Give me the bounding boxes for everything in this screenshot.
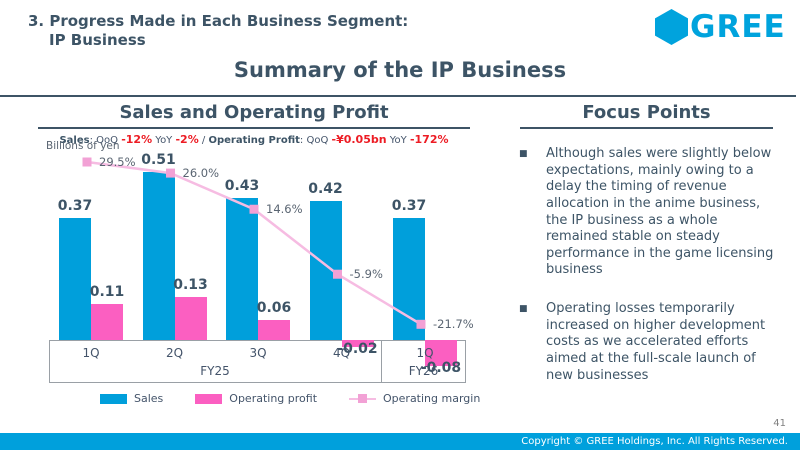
slide-header-line2: IP Business (49, 30, 146, 49)
focus-points-heading: Focus Points (520, 102, 773, 129)
operating-profit-bar (425, 340, 457, 367)
sales-value-label: 0.37 (57, 197, 93, 214)
kpi-yoy-label2: YoY (386, 135, 410, 146)
chart-legend: Sales Operating profit Operating margin (100, 392, 480, 405)
legend-item-sales: Sales (100, 392, 163, 405)
sales-value-label: 0.43 (224, 178, 260, 195)
chart-unit-label: Billions of yen (46, 140, 120, 152)
operating-margin-marker (166, 168, 175, 178)
x-axis-category-label: 3Q (249, 346, 267, 360)
legend-item-operating-profit: Operating profit (195, 392, 317, 405)
kpi-qoq-label: QoQ (96, 135, 122, 146)
operating-margin-value-label: -21.7% (433, 317, 474, 332)
operating-profit-bar (258, 320, 290, 340)
operating-profit-value-label: -0.08 (420, 360, 462, 377)
x-axis-box (49, 340, 466, 383)
x-axis-category-label: 1Q (82, 346, 100, 360)
focus-points-body: ■ Although sales were slightly below exp… (519, 146, 775, 384)
kpi-sales-yoy-value: -2% (175, 133, 199, 146)
operating-profit-value-label: -0.02 (337, 340, 378, 357)
kpi-op-yoy-value: -172% (409, 133, 449, 146)
focus-bullet-1: ■ Although sales were slightly below exp… (519, 146, 775, 279)
sales-operating-profit-chart: 0.37 0.11 1Q 0.51 0.13 2Q 0.43 0.06 3Q 0.42 -0.02 4… (38, 150, 483, 395)
sales-bar (393, 217, 425, 340)
focus-bullet-2: ■ Operating losses temporarily increased… (519, 301, 775, 384)
gree-hexagon-icon (655, 9, 688, 45)
slide-header: 3. Progress Made in Each Business Segmen… (28, 12, 408, 50)
fiscal-year-divider (381, 340, 382, 383)
operating-profit-bar (341, 340, 374, 347)
x-axis-category-label: 2Q (165, 346, 184, 360)
kpi-qoq-label2: QoQ (306, 135, 332, 146)
legend-line-marker-icon (349, 394, 377, 404)
operating-margin-marker (333, 269, 342, 279)
footer-copyright-text: Copyright © GREE Holdings, Inc. All Righ… (521, 436, 788, 447)
operating-margin-value-label: 26.0% (182, 166, 220, 181)
kpi-op-label: Operating Profit (208, 135, 300, 146)
focus-bullet-2-text: Operating losses temporarily increased o… (546, 301, 766, 383)
sales-bar (142, 171, 175, 340)
focus-bullet-1-text: Although sales were slightly below expec… (546, 146, 774, 278)
operating-margin-value-label: 14.6% (266, 202, 303, 217)
operating-margin-line (82, 157, 426, 329)
operating-profit-value-label: 0.13 (173, 277, 208, 294)
x-axis-category-label: 1Q (416, 346, 434, 360)
operating-profit-value-label: 0.11 (89, 283, 125, 300)
x-axis-category-label: 4Q (332, 346, 351, 360)
legend-item-operating-margin: Operating margin (349, 392, 480, 405)
fiscal-year-label: FY25 (200, 364, 230, 378)
bullet-square-icon: ■ (519, 149, 528, 159)
operating-profit-bar (174, 297, 207, 340)
title-divider (0, 95, 796, 97)
sales-value-label: 0.51 (141, 151, 176, 168)
gree-logo-text: GREE (690, 9, 786, 45)
page-number: 41 (773, 418, 786, 429)
legend-label: Operating profit (229, 392, 318, 405)
fiscal-year-label: FY26 (408, 364, 439, 378)
page-title: Summary of the IP Business (233, 58, 567, 82)
legend-label: Sales (134, 392, 164, 405)
chart-section-heading: Sales and Operating Profit (38, 102, 470, 129)
gree-logo: GREE (655, 9, 786, 45)
operating-profit-value-label: 0.06 (256, 300, 292, 317)
operating-margin-marker (416, 319, 426, 329)
kpi-summary-line: Sales: QoQ -12% YoY -2% / Operating Prof… (59, 133, 449, 146)
operating-margin-marker (82, 157, 92, 167)
legend-swatch-icon (100, 393, 127, 404)
sales-value-label: 0.42 (308, 181, 343, 198)
kpi-op-qoq-value: -¥0.05bn (331, 133, 387, 146)
kpi-yoy-label: YoY (152, 135, 176, 146)
legend-swatch-icon (195, 393, 223, 404)
operating-margin-value-label: 29.5% (99, 155, 136, 169)
footer-copyright-bar: Copyright © GREE Holdings, Inc. All Righ… (0, 433, 800, 450)
slide-header-line1: 3. Progress Made in Each Business Segmen… (28, 12, 409, 30)
sales-value-label: 0.37 (391, 197, 427, 214)
operating-profit-bar (91, 303, 123, 340)
kpi-sales-qoq-value: -12% (121, 133, 153, 146)
sales-bar (226, 198, 258, 340)
operating-margin-value-label: -5.9% (349, 267, 383, 282)
operating-margin-marker (249, 204, 259, 214)
kpi-sales-label: Sales (59, 135, 90, 146)
bullet-square-icon: ■ (519, 304, 528, 314)
sales-bar (59, 217, 91, 340)
legend-label: Operating margin (383, 392, 481, 405)
